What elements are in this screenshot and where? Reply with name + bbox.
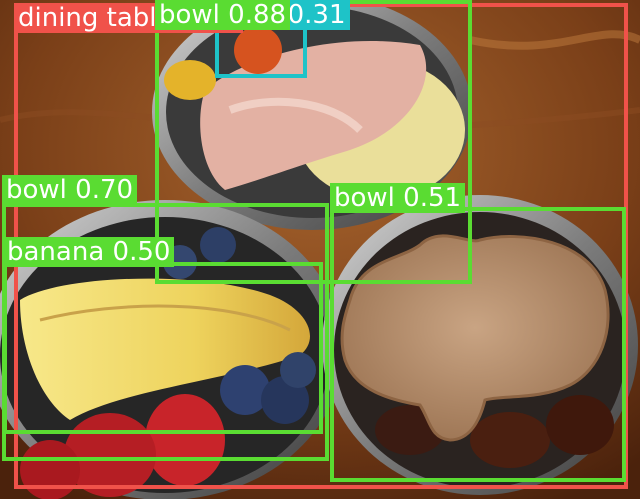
date: [470, 412, 550, 468]
blueberry: [220, 365, 270, 415]
left-bowl: [0, 200, 343, 499]
blueberry: [280, 352, 316, 388]
label-bowl-left: bowl 0.70: [2, 175, 138, 205]
blueberry: [261, 376, 309, 424]
strawberry: [145, 394, 225, 486]
top-bowl: [152, 0, 472, 230]
tomato: [234, 26, 282, 74]
label-bowl-right: bowl 0.51: [330, 183, 466, 213]
strawberry: [20, 440, 80, 499]
strawberry: [64, 413, 156, 497]
detection-box-banana: [3, 262, 323, 434]
yellow-tomato: [164, 60, 216, 100]
sandwich-bread: [340, 234, 610, 442]
ham-slice: [200, 41, 427, 190]
label-bowl-top: bowl 0.88: [155, 0, 291, 30]
detection-box-bowl-right: [330, 207, 626, 482]
blueberry: [200, 227, 236, 263]
date: [546, 395, 614, 455]
label-banana: banana 0.50: [3, 237, 175, 267]
